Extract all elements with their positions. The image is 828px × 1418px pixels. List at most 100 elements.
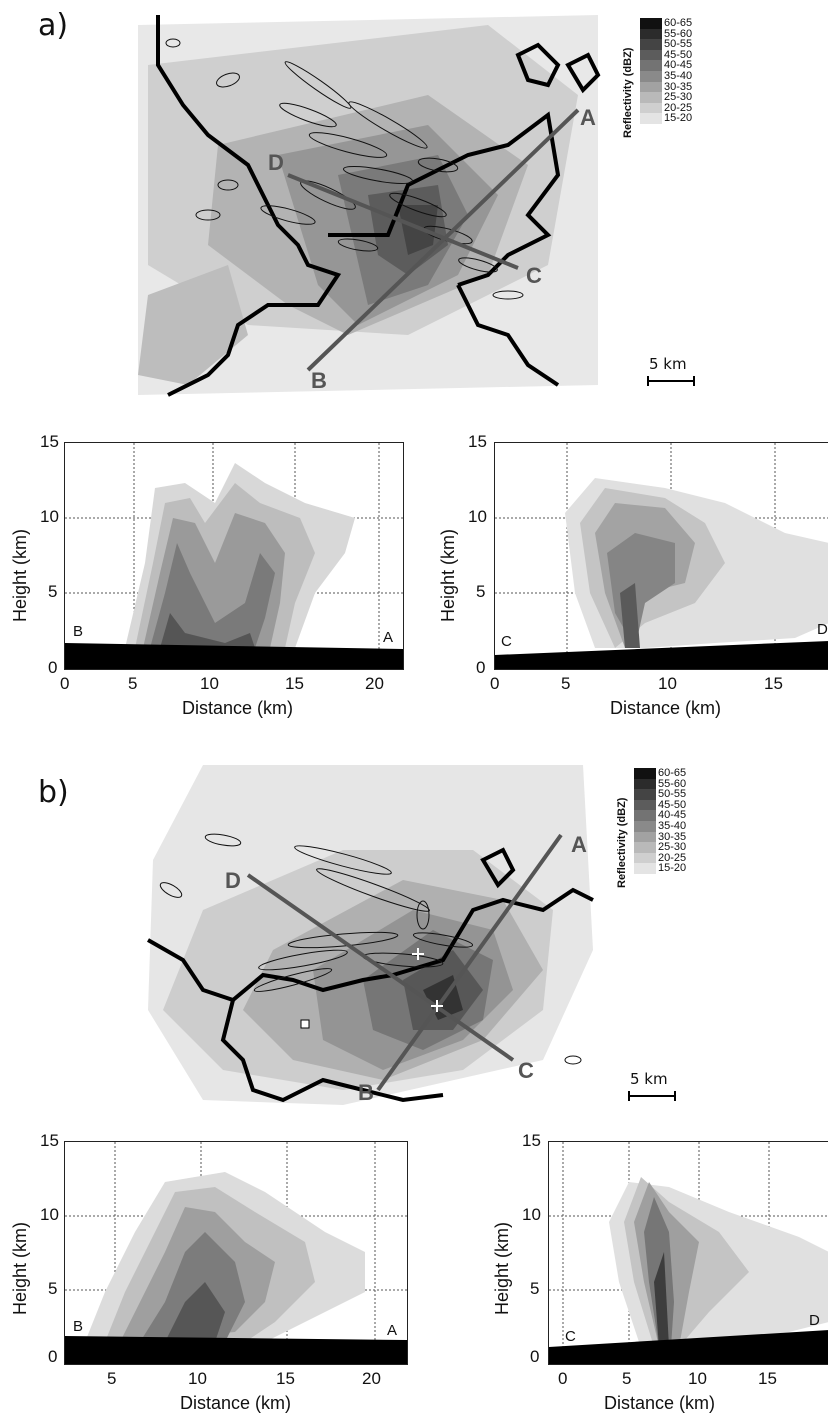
y-tick: 10 [40, 507, 59, 526]
legend-swatch [640, 49, 662, 61]
panel-a-scalebar: 5 km [645, 355, 705, 395]
panel-a-section-D: D [268, 150, 284, 175]
panel-b-scalebar: 5 km [626, 1070, 686, 1110]
y-tick: 5 [48, 582, 58, 601]
xsection-end-label: A [387, 1322, 398, 1339]
y-tick: 5 [48, 1279, 58, 1298]
y-tick: 10 [40, 1205, 59, 1224]
legend-swatch [634, 821, 656, 832]
panel-b-section-D: D [225, 868, 241, 893]
legend-swatch [640, 113, 662, 124]
panel-b-lightning-ellipses [159, 833, 582, 1065]
x-tick: 10 [188, 1369, 207, 1388]
panel-b-legend-title: Reflectivity (dBZ) [616, 797, 628, 888]
legend-label: 50-55 [664, 38, 693, 51]
panel-a-lightning-ellipses [165, 38, 524, 300]
legend-swatch [640, 60, 662, 71]
y-tick: 15 [522, 1131, 541, 1150]
legend-swatch [634, 831, 656, 843]
reflectivity-contours [565, 478, 828, 648]
y-axis-title: Height (km) [10, 1221, 30, 1315]
reflectivity-contours [609, 1177, 828, 1347]
x-tick: 5 [107, 1369, 117, 1388]
legend-swatch [640, 18, 662, 29]
xsection-svg [495, 443, 828, 669]
legend-label: 30-35 [664, 80, 693, 93]
xsection-plot-area: C D [548, 1141, 828, 1365]
reflectivity-contours [125, 463, 355, 648]
x-tick: 15 [764, 674, 783, 693]
legend-label: 20-25 [664, 101, 693, 114]
legend-label: 20-25 [658, 851, 687, 864]
x-tick: 15 [758, 1369, 777, 1388]
x-tick: 10 [658, 674, 677, 693]
panel-a-xsection-CD: C D 15 10 5 0 0 5 10 15 Distance (km) He… [428, 430, 828, 730]
scalebar-tick [628, 1091, 630, 1101]
legend-swatch [634, 810, 656, 821]
xsection-end-label: D [809, 1312, 820, 1329]
xsection-start-label: C [501, 633, 512, 650]
legend-label: 35-40 [664, 70, 693, 82]
y-tick: 10 [522, 1205, 541, 1224]
y-tick: 0 [530, 1347, 540, 1366]
panel-a-line-AB [306, 108, 580, 372]
legend-swatch [634, 789, 656, 800]
legend-swatch [634, 799, 656, 811]
scalebar-tick [674, 1091, 676, 1101]
y-axis-title: Height (km) [438, 528, 458, 622]
legend-label: 55-60 [664, 27, 693, 40]
legend-label: 25-30 [658, 841, 687, 854]
x-tick: 0 [490, 674, 500, 693]
y-tick: 0 [48, 1347, 58, 1366]
legend-label: 25-30 [664, 91, 693, 104]
y-tick: 10 [468, 507, 487, 526]
panel-a-section-lines [287, 108, 580, 372]
x-tick: 5 [561, 674, 571, 693]
y-tick: 0 [476, 658, 486, 677]
panel-a-xsection-BA: B A 15 10 5 0 0 5 10 15 20 Distance (km)… [0, 430, 410, 730]
xsection-start-label: C [565, 1328, 576, 1345]
x-tick: 10 [200, 674, 219, 693]
legend-swatch [634, 778, 656, 790]
panel-b-cross-markers [412, 948, 443, 1012]
x-tick: 20 [362, 1369, 381, 1388]
panel-a-scalebar-label: 5 km [649, 355, 687, 373]
panel-b-reflectivity-field [148, 765, 593, 1105]
xsection-svg [65, 443, 403, 669]
xsection-plot-area: C D [494, 442, 828, 670]
panel-b-legend: Reflectivity (dBZ) 60-65 55-60 50-55 45-… [616, 768, 694, 889]
panel-b-square-marker [300, 1019, 310, 1029]
xsection-svg [65, 1142, 407, 1364]
terrain [495, 641, 828, 669]
x-tick: 0 [60, 674, 70, 693]
panel-a-section-C: C [526, 263, 542, 288]
x-tick: 20 [365, 674, 384, 693]
panel-a-radar-map: A B C D [128, 5, 608, 405]
legend-swatch [634, 852, 656, 864]
reflectivity-contours [85, 1172, 365, 1342]
panel-a-legend-title: Reflectivity (dBZ) [622, 47, 634, 138]
x-tick: 15 [276, 1369, 295, 1388]
panel-a-map-svg [138, 15, 601, 397]
panel-b-label: b) [38, 775, 69, 810]
y-tick: 15 [40, 1131, 59, 1150]
legend-swatch [640, 71, 662, 82]
xsection-svg [549, 1142, 828, 1364]
x-axis-title: Distance (km) [182, 698, 294, 718]
panel-b-radar-map: A B C D [143, 760, 603, 1115]
x-tick: 0 [558, 1369, 568, 1388]
panel-b-line-AB [376, 833, 563, 1092]
y-tick: 5 [530, 1279, 540, 1298]
legend-swatch [634, 768, 656, 779]
legend-label: 30-35 [658, 830, 687, 843]
legend-swatch [640, 92, 662, 103]
legend-label: 15-20 [658, 862, 687, 875]
xsection-end-label: D [817, 621, 828, 638]
legend-label: 50-55 [658, 788, 687, 801]
panel-b-coastline [147, 847, 594, 1103]
x-tick: 5 [128, 674, 138, 693]
panel-b-xsection-CD: C D 15 10 5 0 0 5 10 15 Distance (km) He… [482, 1125, 828, 1418]
y-tick: 0 [48, 658, 58, 677]
scalebar-tick [647, 376, 649, 386]
terrain [549, 1330, 828, 1364]
